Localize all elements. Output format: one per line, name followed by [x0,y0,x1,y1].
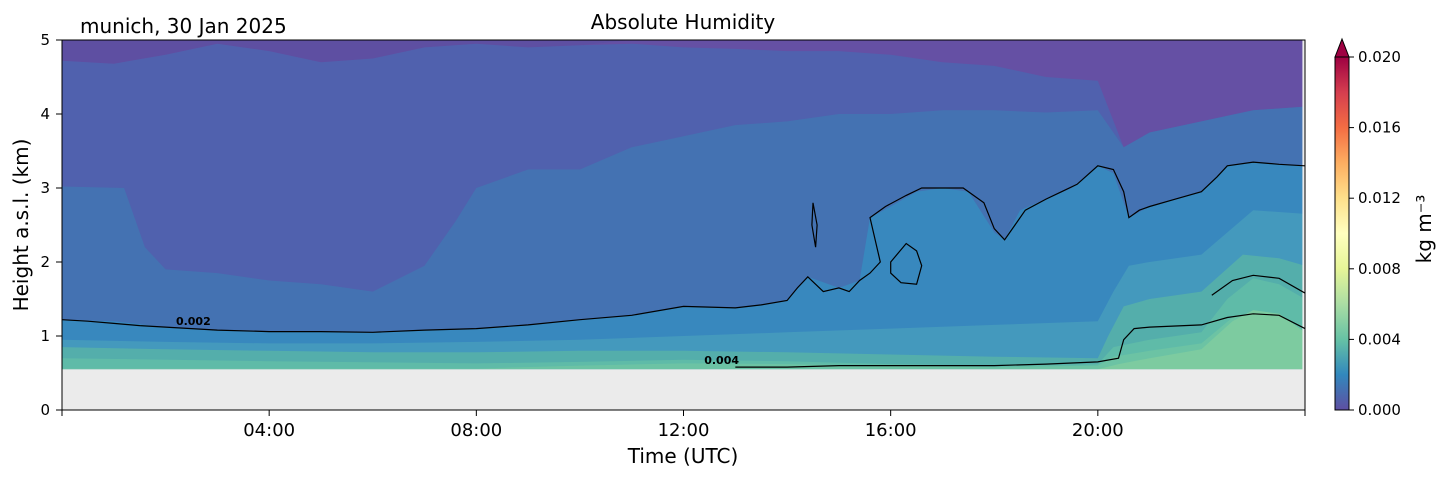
y-tick-label-2: 1 [40,327,50,345]
x-tick-label-4: 16:00 [865,420,917,441]
contour-lines [62,161,1305,368]
contour-line-1 [62,161,1305,333]
y-tick-label-4: 3 [40,179,50,197]
colorbar-frame [1334,56,1350,411]
y-tick-label-1: 0 [40,401,50,419]
humidity-band-5 [62,210,1305,370]
contour-labels: 0.002 0.004 [176,315,739,367]
x-tick-label-1: 04:00 [243,420,295,441]
colorbar-label: kg m⁻³ [1412,195,1436,264]
no-data-region [62,369,1305,410]
y-axis: 0 1 2 3 4 5 [40,31,62,419]
y-axis-label: Height a.s.l. (km) [9,139,33,312]
chart-title: Absolute Humidity [591,10,776,34]
contour-line-4 [735,313,1305,368]
x-axis-label: Time (UTC) [627,444,739,468]
y-tick-label-5: 4 [40,105,50,123]
no-data-edge [1302,40,1305,410]
colorbar-extend-arrow [1334,37,1350,58]
colorbar-tick-label-3: 0.008 [1358,260,1401,278]
location-date-label: munich, 30 Jan 2025 [80,14,287,38]
colorbar: 0.000 0.004 0.008 0.012 0.016 0.020 [1334,37,1401,419]
plot-area [62,40,1305,410]
contour-line-2 [811,202,818,248]
contour-line-3 [890,242,923,285]
colorbar-tick-label-4: 0.012 [1358,189,1401,207]
x-tick-label-5: 20:00 [1072,420,1124,441]
colorbar-tick-label-2: 0.004 [1358,330,1401,348]
humidity-band-4 [62,162,1305,370]
y-tick-label-3: 2 [40,253,50,271]
contour-label-1: 0.002 [176,315,211,328]
x-axis: 04:00 08:00 12:00 16:00 20:00 [61,410,1306,441]
colorbar-tick-label-5: 0.016 [1358,119,1401,137]
contour-label-2: 0.004 [704,354,739,367]
x-tick-label-2: 08:00 [450,420,502,441]
contour-line-5 [1211,274,1305,296]
x-tick-label-3: 12:00 [658,420,710,441]
colorbar-tick-label-1: 0.000 [1358,401,1401,419]
y-tick-label-6: 5 [40,31,50,49]
colorbar-gradient [1335,57,1349,410]
humidity-band-9 [62,310,1305,370]
colorbar-tick-label-6: 0.020 [1358,48,1401,66]
